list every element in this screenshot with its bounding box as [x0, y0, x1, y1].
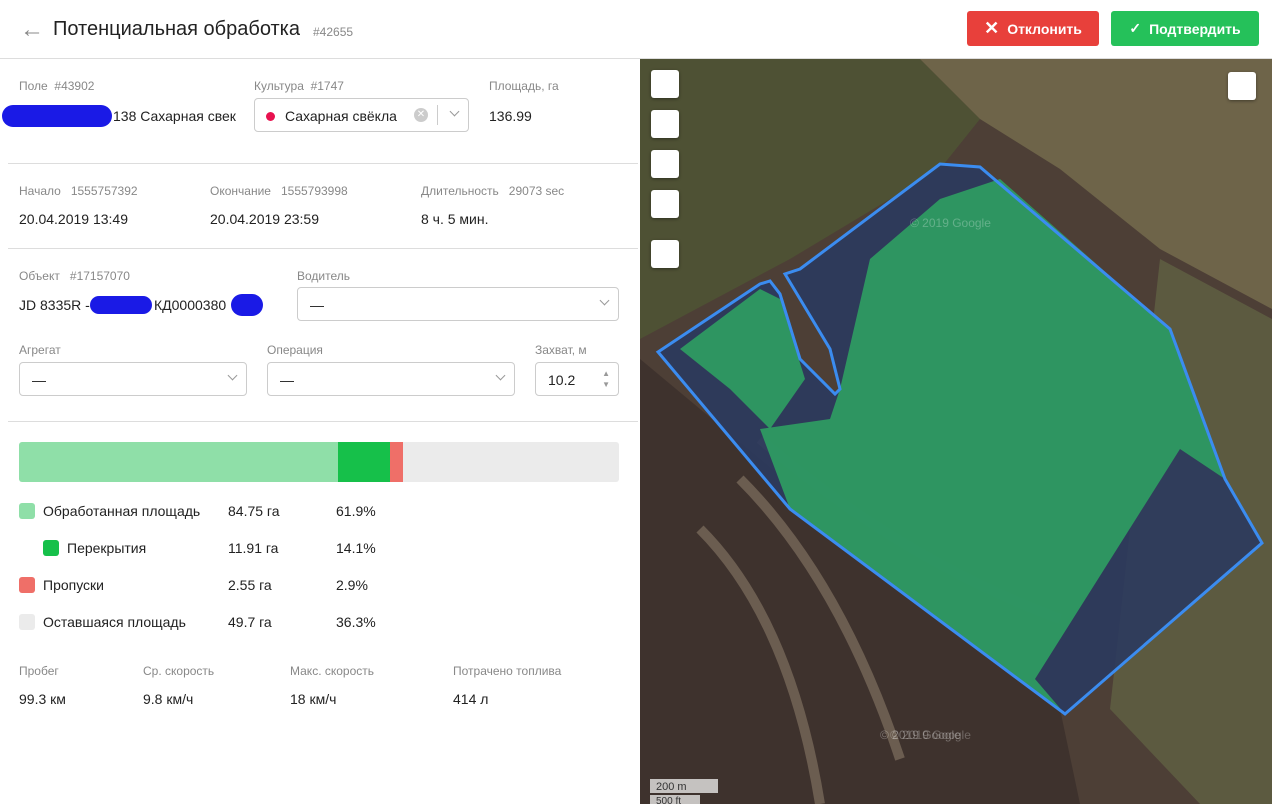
back-button[interactable]: ← [20, 16, 44, 43]
confirm-button[interactable]: ✓ Подтвердить [1111, 11, 1259, 46]
treated-segment [19, 442, 391, 482]
object-prefix: JD 8335R - [19, 297, 90, 313]
stat-value: 414 л [453, 691, 489, 707]
redaction [231, 294, 263, 316]
crop-label-text: Культура [254, 79, 304, 93]
legend-area: 84.75 га [228, 503, 280, 519]
object-id: #17157070 [69, 269, 130, 283]
stat-value: 9.8 км/ч [143, 691, 194, 707]
svg-text:© 2019 Google: © 2019 Google [890, 728, 971, 742]
map-tool[interactable] [651, 150, 679, 178]
stat-label: Пробег [19, 664, 59, 678]
start-ts: 1555757392 [70, 184, 138, 198]
end-value: 20.04.2019 23:59 [210, 211, 319, 227]
duration-value: 8 ч. 5 мин. [421, 211, 489, 227]
title: Потенциальная обработка [53, 18, 300, 40]
width-input[interactable]: 10.2 ▲ ▼ [535, 362, 619, 396]
area-value: 136.99 [489, 108, 532, 124]
divider [8, 163, 638, 164]
map-tool[interactable] [651, 110, 679, 138]
operation-value: — [280, 372, 294, 388]
divider [8, 421, 638, 422]
field-label-text: Поле [19, 79, 48, 93]
legend-name: Обработанная площадь [43, 503, 201, 519]
driver-label: Водитель [297, 269, 351, 283]
field-label: Поле #43902 [19, 79, 94, 93]
start-label-text: Начало [19, 184, 61, 198]
stat-value: 99.3 км [19, 691, 66, 707]
ruler-tool[interactable] [651, 240, 679, 268]
end-label-text: Окончание [210, 184, 271, 198]
overlap-segment [338, 442, 391, 482]
width-label: Захват, м [535, 343, 587, 357]
object-suffix: КД0000380 [154, 297, 227, 313]
legend-area: 2.55 га [228, 577, 272, 593]
legend-swatch [19, 614, 35, 630]
field-id: #43902 [54, 79, 95, 93]
operation-label: Операция [267, 343, 323, 357]
legend-percent: 14.1% [336, 540, 376, 556]
crop-value: Сахарная свёкла [285, 108, 397, 124]
map-tool[interactable] [651, 190, 679, 218]
legend-name: Перекрытия [67, 540, 147, 556]
stat-label: Макс. скорость [290, 664, 375, 678]
crop-dot [266, 112, 275, 121]
crop-id: #1747 [310, 79, 344, 93]
stat-label: Ср. скорость [143, 664, 215, 678]
gap-segment [390, 442, 403, 482]
duration-label-text: Длительность [421, 184, 499, 198]
implement-select[interactable]: — [19, 362, 247, 396]
scale-meters: 200 m [656, 781, 687, 793]
header-divider [0, 58, 1272, 59]
legend-swatch [19, 577, 35, 593]
driver-value: — [310, 297, 324, 313]
clear-icon[interactable]: ✕ [414, 108, 428, 122]
duration-label: Длительность 29073 sec [421, 184, 564, 198]
end-label: Окончание 1555793998 [210, 184, 348, 198]
legend-swatch [43, 540, 59, 556]
reject-label: Отклонить [1007, 20, 1082, 37]
driver-select[interactable]: — [297, 287, 619, 321]
legend-name: Пропуски [43, 577, 105, 593]
divider [8, 248, 638, 249]
redaction [90, 296, 152, 314]
legend-area: 11.91 га [228, 540, 279, 556]
object-label: Объект #17157070 [19, 269, 130, 283]
field-value: 138 Сахарная свек [113, 108, 236, 124]
start-label: Начало 1555757392 [19, 184, 138, 198]
confirm-label: Подтвердить [1149, 20, 1241, 37]
crop-label: Культура #1747 [254, 79, 344, 93]
scale-feet: 500 ft [656, 796, 681, 804]
stat-value: 18 км/ч [290, 691, 337, 707]
operation-select[interactable]: — [267, 362, 515, 396]
reject-button[interactable]: ✕ Отклонить [967, 11, 1099, 46]
map-tool[interactable] [651, 70, 679, 98]
object-label-text: Объект [19, 269, 60, 283]
legend-percent: 61.9% [336, 503, 376, 519]
coverage-bar [19, 442, 619, 482]
crop-select[interactable]: Сахарная свёкла ✕ [254, 98, 469, 132]
map[interactable]: © 2019 Google© 2019 Google 200 m 500 ft [640, 59, 1272, 804]
duration-raw: 29073 sec [508, 184, 565, 198]
remaining-segment [401, 442, 619, 482]
redaction [2, 105, 112, 127]
area-label: Площадь, га [489, 79, 559, 93]
legend-swatch [19, 503, 35, 519]
start-value: 20.04.2019 13:49 [19, 211, 128, 227]
legend-percent: 2.9% [336, 577, 368, 593]
legend-name: Оставшаяся площадь [43, 614, 186, 630]
width-value: 10.2 [548, 372, 576, 388]
implement-label: Агрегат [19, 343, 61, 357]
task-id: #42655 [313, 25, 354, 39]
svg-text:© 2019 Google: © 2019 Google [910, 216, 991, 230]
legend-area: 49.7 га [228, 614, 272, 630]
stat-label: Потрачено топлива [453, 664, 562, 678]
map-copyright: © 2019 Google [880, 728, 961, 742]
layers-button[interactable] [1228, 72, 1256, 100]
legend-percent: 36.3% [336, 614, 376, 630]
end-ts: 1555793998 [280, 184, 348, 198]
implement-value: — [32, 372, 46, 388]
